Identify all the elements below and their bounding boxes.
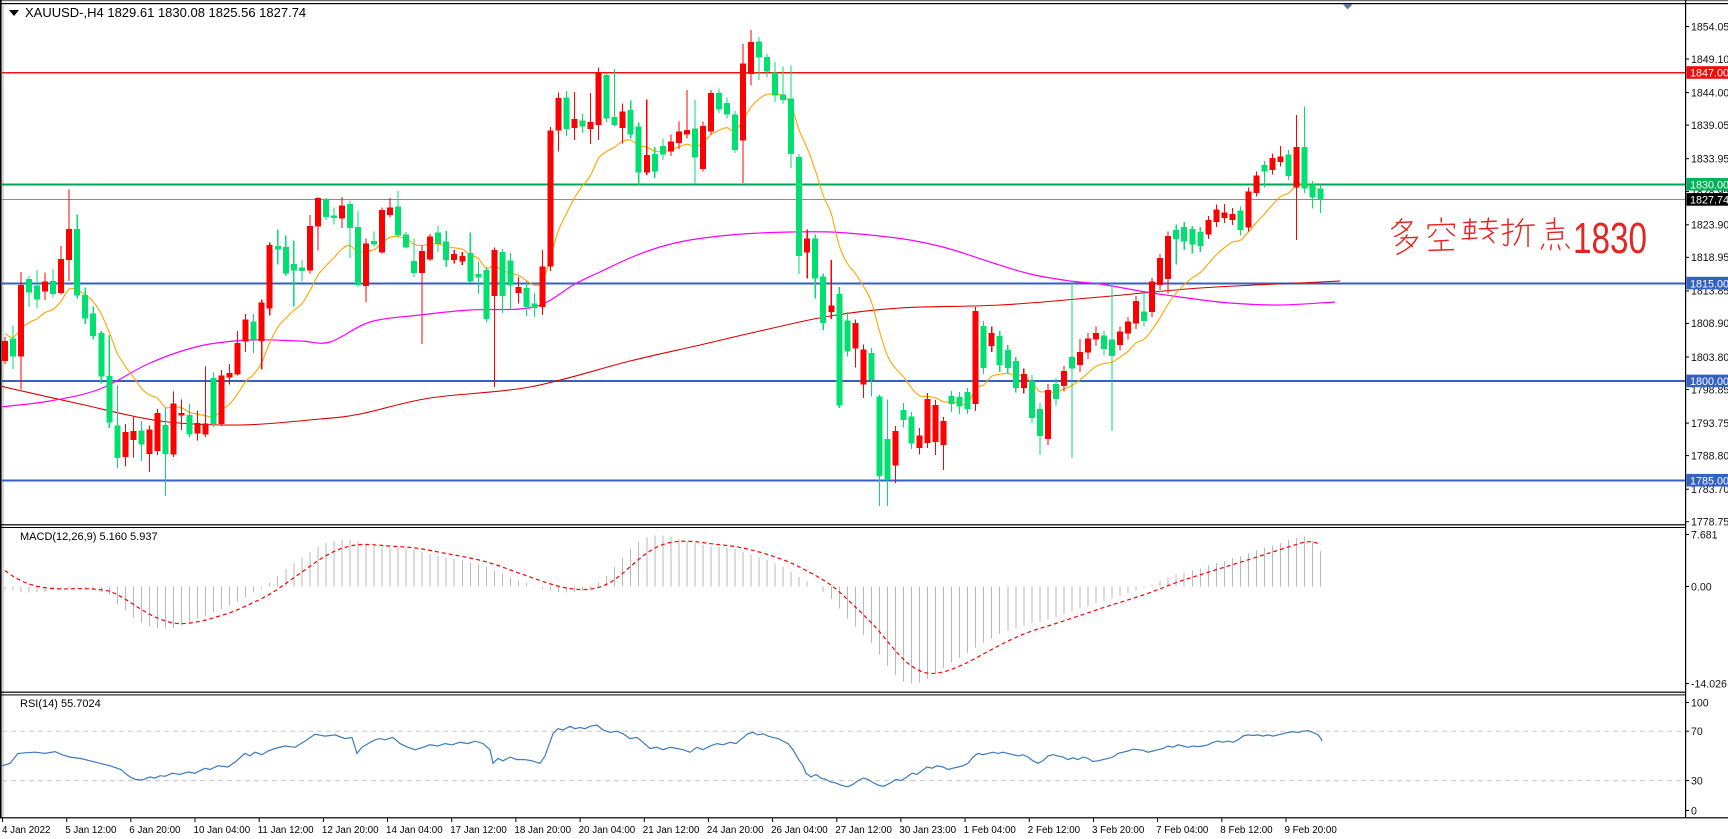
svg-text:21 Jan 12:00: 21 Jan 12:00	[643, 825, 700, 836]
svg-text:1800.00: 1800.00	[1690, 376, 1728, 388]
svg-text:RSI(14) 55.7024: RSI(14) 55.7024	[20, 698, 101, 710]
svg-text:1849.10: 1849.10	[1691, 54, 1728, 66]
svg-text:0.00: 0.00	[1691, 581, 1712, 593]
svg-text:26 Jan 04:00: 26 Jan 04:00	[771, 825, 828, 836]
svg-text:1785.00: 1785.00	[1690, 475, 1728, 487]
svg-text:70: 70	[1691, 726, 1703, 738]
svg-text:11 Jan 12:00: 11 Jan 12:00	[258, 825, 314, 836]
svg-text:MACD(12,26,9) 5.160 5.937: MACD(12,26,9) 5.160 5.937	[20, 531, 158, 543]
svg-text:1844.00: 1844.00	[1691, 87, 1728, 99]
svg-text:12 Jan 20:00: 12 Jan 20:00	[322, 825, 379, 836]
svg-text:1815.00: 1815.00	[1690, 278, 1728, 290]
svg-text:1 Feb 04:00: 1 Feb 04:00	[964, 825, 1017, 836]
svg-text:20 Jan 04:00: 20 Jan 04:00	[579, 825, 636, 836]
svg-text:5 Jan 12:00: 5 Jan 12:00	[65, 825, 117, 836]
svg-text:1854.05: 1854.05	[1691, 21, 1728, 33]
svg-text:7 Feb 04:00: 7 Feb 04:00	[1156, 825, 1209, 836]
svg-text:9 Feb 20:00: 9 Feb 20:00	[1285, 825, 1338, 836]
svg-text:1808.90: 1808.90	[1691, 318, 1728, 330]
svg-text:1818.95: 1818.95	[1691, 252, 1728, 264]
svg-text:30: 30	[1691, 775, 1703, 787]
svg-text:1847.00: 1847.00	[1690, 68, 1728, 80]
svg-text:27 Jan 12:00: 27 Jan 12:00	[835, 825, 892, 836]
svg-text:1830: 1830	[1573, 214, 1647, 263]
svg-text:1798.85: 1798.85	[1691, 384, 1728, 396]
svg-text:1827.74: 1827.74	[1690, 195, 1728, 207]
svg-text:8 Feb 12:00: 8 Feb 12:00	[1220, 825, 1273, 836]
svg-text:1788.80: 1788.80	[1691, 450, 1728, 462]
svg-text:30 Jan 23:00: 30 Jan 23:00	[899, 825, 956, 836]
svg-text:1839.05: 1839.05	[1691, 120, 1728, 132]
svg-text:XAUUSD-,H4 1829.61 1830.08 18: XAUUSD-,H4 1829.61 1830.08 1825.56 1827.…	[25, 5, 306, 20]
svg-text:18 Jan 20:00: 18 Jan 20:00	[514, 825, 571, 836]
svg-text:1833.95: 1833.95	[1691, 154, 1728, 166]
svg-text:2 Feb 12:00: 2 Feb 12:00	[1028, 825, 1081, 836]
svg-text:3 Feb 20:00: 3 Feb 20:00	[1092, 825, 1145, 836]
svg-text:17 Jan 12:00: 17 Jan 12:00	[450, 825, 507, 836]
svg-text:1803.80: 1803.80	[1691, 352, 1728, 364]
svg-text:1823.90: 1823.90	[1691, 220, 1728, 232]
svg-text:1830.00: 1830.00	[1690, 180, 1728, 192]
svg-text:4 Jan 2022: 4 Jan 2022	[2, 825, 50, 836]
svg-text:100: 100	[1691, 697, 1709, 709]
svg-text:6 Jan 20:00: 6 Jan 20:00	[129, 825, 181, 836]
svg-text:7.681: 7.681	[1691, 529, 1718, 541]
svg-text:24 Jan 20:00: 24 Jan 20:00	[707, 825, 764, 836]
svg-text:1783.70: 1783.70	[1691, 484, 1728, 496]
svg-text:14 Jan 04:00: 14 Jan 04:00	[386, 825, 443, 836]
svg-text:10 Jan 04:00: 10 Jan 04:00	[194, 825, 251, 836]
svg-text:-14.026: -14.026	[1691, 678, 1727, 690]
svg-text:1778.75: 1778.75	[1691, 517, 1728, 529]
svg-text:1793.75: 1793.75	[1691, 418, 1728, 430]
svg-text:0: 0	[1691, 805, 1697, 817]
